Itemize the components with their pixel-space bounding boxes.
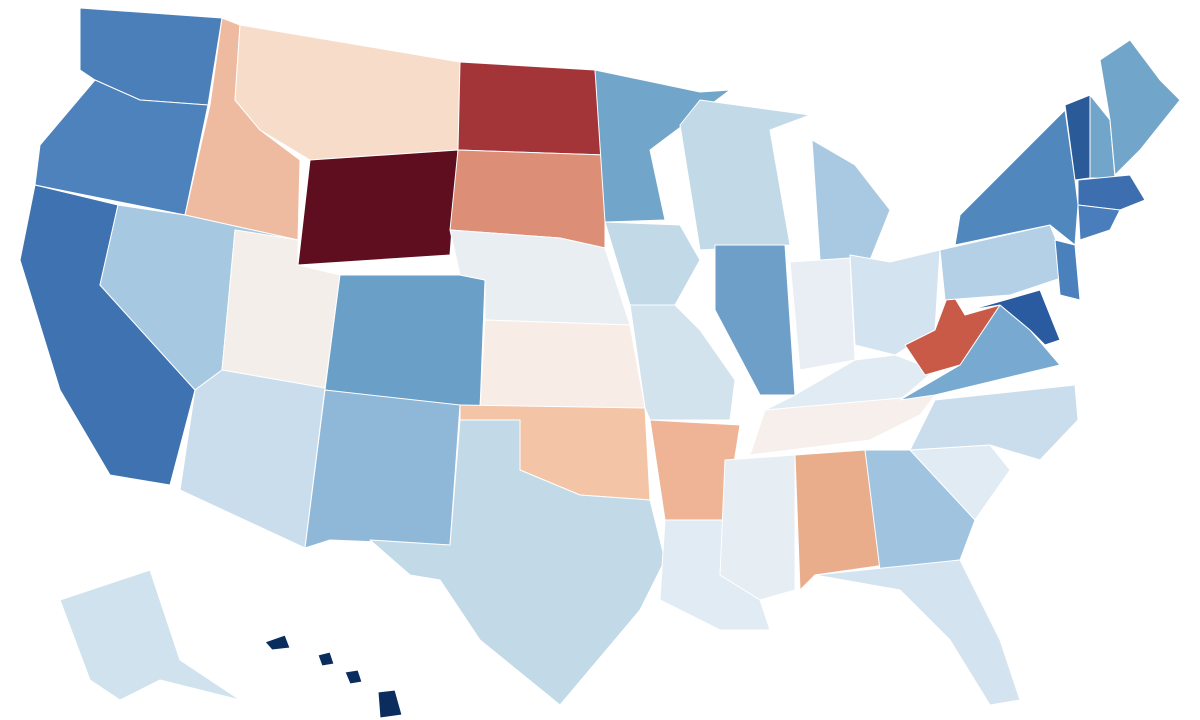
region bbox=[1054, 239, 1081, 301]
region bbox=[369, 419, 666, 706]
region bbox=[794, 449, 886, 591]
region bbox=[904, 289, 1001, 376]
region bbox=[304, 389, 461, 549]
region bbox=[814, 559, 1021, 706]
region bbox=[179, 369, 326, 549]
region bbox=[954, 109, 1079, 246]
region bbox=[297, 149, 459, 266]
region bbox=[59, 569, 241, 701]
region bbox=[629, 304, 736, 421]
region bbox=[864, 449, 976, 571]
region bbox=[789, 257, 856, 371]
region bbox=[811, 139, 891, 261]
region bbox=[719, 454, 796, 601]
region bbox=[679, 99, 811, 251]
region bbox=[264, 634, 403, 719]
region bbox=[457, 61, 606, 156]
region bbox=[324, 274, 486, 411]
region bbox=[909, 384, 1079, 461]
region bbox=[1077, 174, 1146, 211]
region bbox=[1099, 39, 1181, 176]
region bbox=[1077, 204, 1121, 241]
region bbox=[604, 221, 701, 306]
region bbox=[714, 244, 796, 396]
region bbox=[479, 319, 646, 409]
region bbox=[969, 289, 1061, 346]
